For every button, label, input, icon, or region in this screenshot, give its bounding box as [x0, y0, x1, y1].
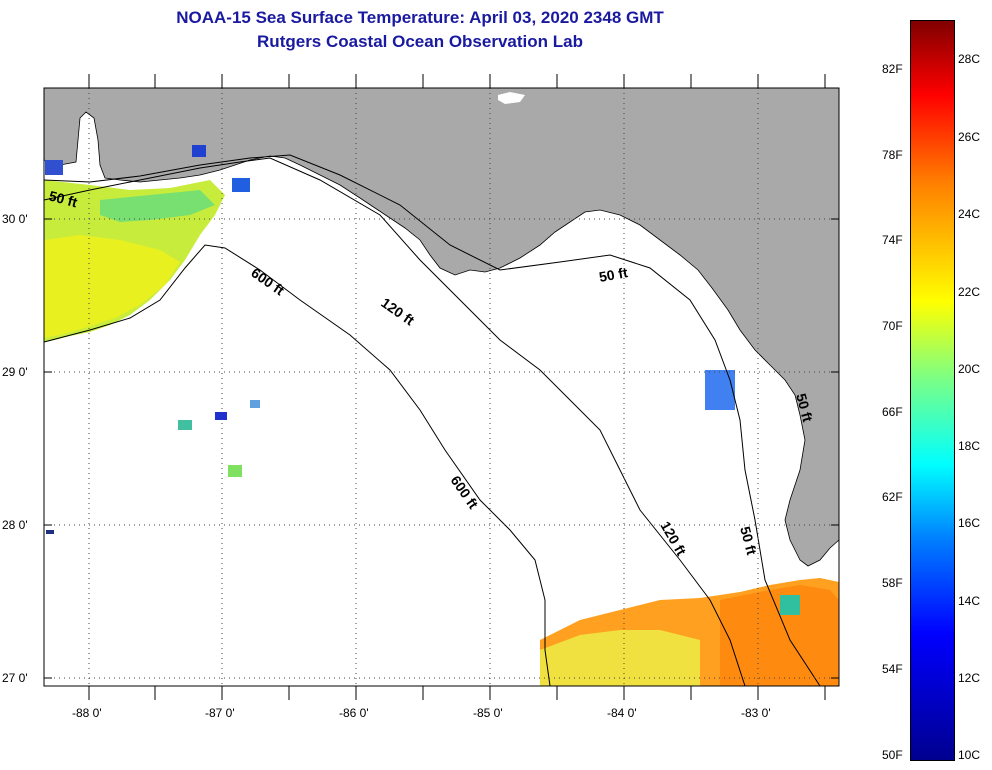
lon-label: -84 0': [607, 706, 637, 720]
colorbar-c-label: 10C: [958, 748, 981, 762]
colorbar-f-label: 78F: [882, 148, 903, 162]
lon-label: -85 0': [473, 706, 503, 720]
colorbar-f-label: 50F: [882, 748, 903, 762]
colorbar-c-label: 28C: [958, 52, 981, 66]
colorbar-f-label: 70F: [882, 319, 903, 333]
contour-label: 50 ft: [598, 264, 629, 285]
colorbar-f-label: 58F: [882, 576, 903, 590]
lat-label: 28 0': [2, 518, 28, 532]
map-subtitle: Rutgers Coastal Ocean Observation Lab: [257, 32, 583, 51]
lon-label: -87 0': [205, 706, 235, 720]
lon-label: -88 0': [72, 706, 102, 720]
colorbar-c-label: 26C: [958, 130, 981, 144]
contour-label: 50 ft: [47, 187, 79, 210]
sst-patch-se-orange: [720, 585, 839, 686]
colorbar: [910, 20, 955, 761]
colorbar-c-label: 22C: [958, 285, 981, 299]
colorbar-f-label: 66F: [882, 405, 903, 419]
colorbar-c-label: 18C: [958, 439, 981, 453]
map-border: [43, 87, 840, 687]
contour-label: 50 ft: [793, 392, 816, 424]
sst-patch-se-yellow: [540, 630, 700, 686]
map-title: NOAA-15 Sea Surface Temperature: April 0…: [176, 8, 664, 27]
contours: [43, 154, 821, 687]
lat-label: 29 0': [2, 365, 28, 379]
sst-specks: [45, 145, 800, 615]
colorbar-c-label: 24C: [958, 207, 981, 221]
sst-patch-nw-inner: [44, 235, 180, 338]
colorbar-f-label: 54F: [882, 662, 903, 676]
frame-ticks: [44, 74, 839, 700]
lon-label: -86 0': [339, 706, 369, 720]
contour-label: 50 ft: [737, 525, 760, 557]
colorbar-f-label: 82F: [882, 62, 903, 76]
lat-label: 27 0': [2, 671, 28, 685]
colorbar-c-label: 14C: [958, 594, 981, 608]
colorbar-c-label: 16C: [958, 516, 981, 530]
colorbar-c-label: 20C: [958, 362, 981, 376]
sst-patch-nw-green: [100, 190, 215, 222]
land-mass: [43, 87, 840, 567]
lat-label: 30 0': [2, 212, 28, 226]
lon-label: -83 0': [741, 706, 771, 720]
colorbar-f-label: 74F: [882, 233, 903, 247]
colorbar-f-label: 62F: [882, 490, 903, 504]
lake: [498, 92, 525, 104]
colorbar-c-label: 12C: [958, 671, 981, 685]
